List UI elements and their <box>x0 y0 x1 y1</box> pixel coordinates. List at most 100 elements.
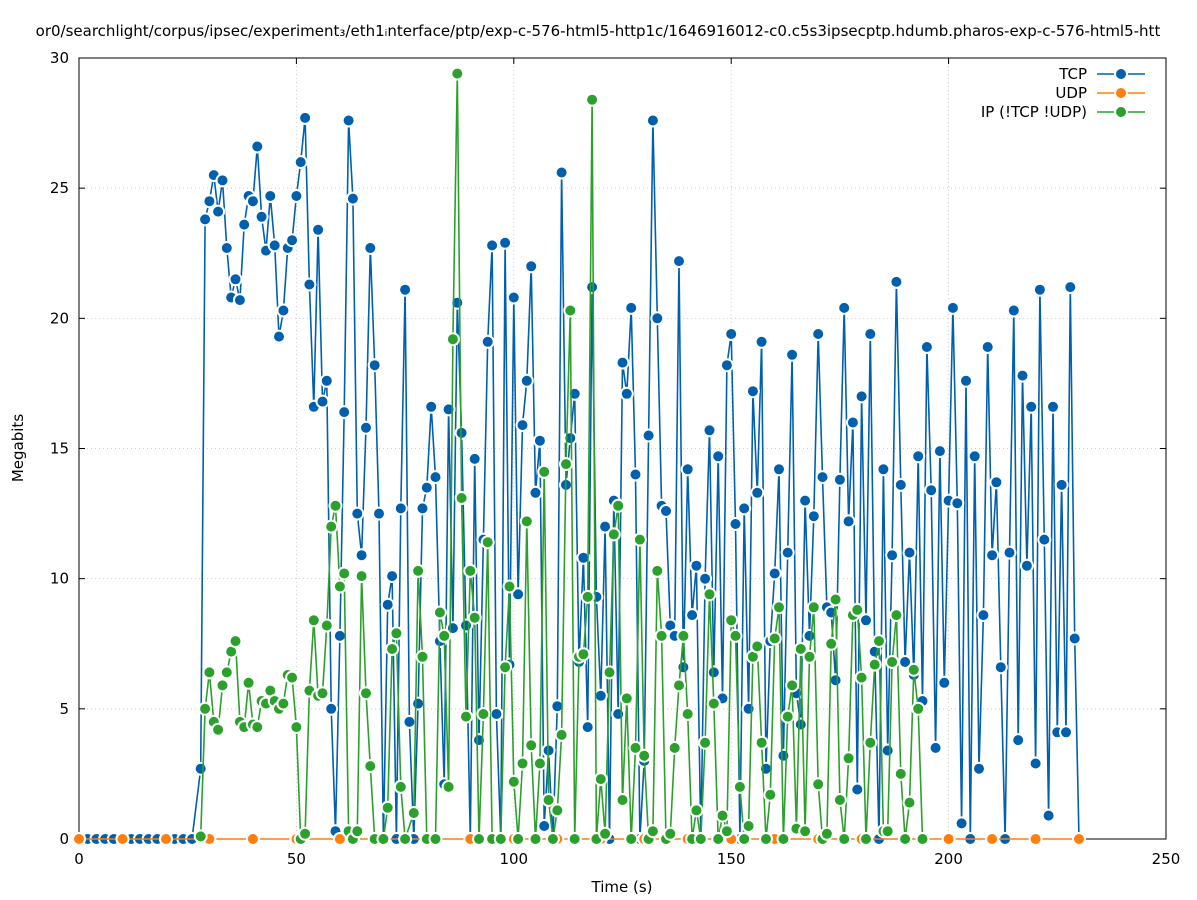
data-point <box>385 569 400 584</box>
data-point <box>202 665 217 680</box>
data-point <box>1011 733 1026 748</box>
data-point <box>293 155 308 170</box>
data-point <box>350 824 365 839</box>
data-point <box>511 587 526 602</box>
data-point <box>645 113 660 128</box>
data-point <box>532 433 547 448</box>
data-point <box>654 628 669 643</box>
x-tick-label: 0 <box>74 850 84 868</box>
data-point <box>724 327 739 341</box>
data-point <box>719 824 734 839</box>
data-point <box>793 717 808 732</box>
data-point <box>680 707 695 721</box>
data-point <box>685 608 700 623</box>
data-point <box>437 628 452 643</box>
data-point <box>567 832 582 846</box>
data-point <box>550 803 565 818</box>
data-point <box>502 579 517 594</box>
data-point <box>1028 832 1043 846</box>
data-point <box>480 535 495 550</box>
data-point <box>519 514 534 529</box>
data-point <box>459 709 473 724</box>
data-point <box>724 613 739 628</box>
data-point <box>298 826 313 841</box>
data-point <box>706 696 721 711</box>
data-point <box>472 832 486 846</box>
data-point <box>219 241 234 255</box>
data-point <box>780 709 795 724</box>
data-point <box>1028 756 1043 771</box>
data-point <box>354 569 369 584</box>
data-point <box>893 766 908 781</box>
data-point <box>598 519 613 534</box>
data-point <box>911 701 926 716</box>
data-point <box>702 587 717 602</box>
data-point <box>972 761 986 776</box>
data-point <box>837 300 852 315</box>
data-point <box>772 600 786 615</box>
data-point <box>763 787 778 802</box>
data-point <box>593 772 608 787</box>
data-point <box>645 824 660 839</box>
data-point <box>411 696 426 711</box>
data-point <box>819 826 834 841</box>
legend-marker <box>1114 105 1128 119</box>
data-point <box>576 647 591 662</box>
data-point <box>772 462 786 477</box>
data-point <box>489 707 504 721</box>
data-point <box>928 740 943 755</box>
data-point <box>754 334 769 349</box>
data-point <box>450 66 465 81</box>
data-point <box>319 618 334 633</box>
data-point <box>628 740 643 755</box>
data-point <box>854 389 869 404</box>
data-point <box>1054 477 1069 492</box>
data-point <box>611 498 626 513</box>
data-point <box>659 504 673 518</box>
series-0 <box>72 110 1086 846</box>
data-point <box>945 300 960 315</box>
data-point <box>428 470 443 485</box>
data-point <box>211 204 226 219</box>
data-point <box>1067 631 1082 646</box>
data-point <box>415 501 430 516</box>
data-point <box>506 774 521 789</box>
data-point <box>298 110 313 125</box>
data-point <box>711 832 726 846</box>
data-point <box>919 340 934 354</box>
data-point <box>876 462 891 477</box>
data-point <box>432 605 447 620</box>
chart-title: or0/searchlight/corpus/ipsec/experiment₃… <box>36 22 1161 40</box>
data-point <box>785 678 800 693</box>
data-point <box>245 832 260 846</box>
data-point <box>824 636 839 651</box>
data-point <box>250 720 265 735</box>
data-point <box>545 832 560 846</box>
data-point <box>624 832 639 846</box>
data-point <box>980 340 995 354</box>
data-point <box>254 209 269 224</box>
data-point <box>1015 368 1030 383</box>
data-point <box>554 727 569 742</box>
data-point <box>802 628 817 643</box>
data-point <box>937 675 952 690</box>
x-tick-label: 50 <box>287 850 306 868</box>
data-point <box>828 673 843 688</box>
data-point <box>537 464 552 479</box>
data-point <box>302 277 317 292</box>
data-point <box>276 696 291 711</box>
data-point <box>580 589 595 604</box>
data-point <box>750 639 765 654</box>
data-point <box>663 826 678 841</box>
data-point <box>415 649 430 664</box>
data-point <box>863 735 878 750</box>
data-point <box>363 241 378 255</box>
data-point <box>859 613 873 628</box>
data-point <box>359 420 373 435</box>
y-tick-label: 20 <box>50 309 69 327</box>
data-point <box>915 832 930 846</box>
data-point <box>524 738 539 753</box>
data-point <box>1019 558 1034 573</box>
x-axis-ticks: 0 50 100 150 200 250 <box>74 58 1180 868</box>
